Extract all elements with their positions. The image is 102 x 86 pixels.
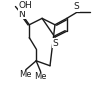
- Text: Me: Me: [20, 71, 32, 79]
- Text: N: N: [18, 10, 25, 19]
- Text: S: S: [74, 2, 80, 11]
- Text: Me: Me: [34, 72, 47, 81]
- Text: OH: OH: [18, 1, 32, 10]
- Text: S: S: [52, 39, 58, 48]
